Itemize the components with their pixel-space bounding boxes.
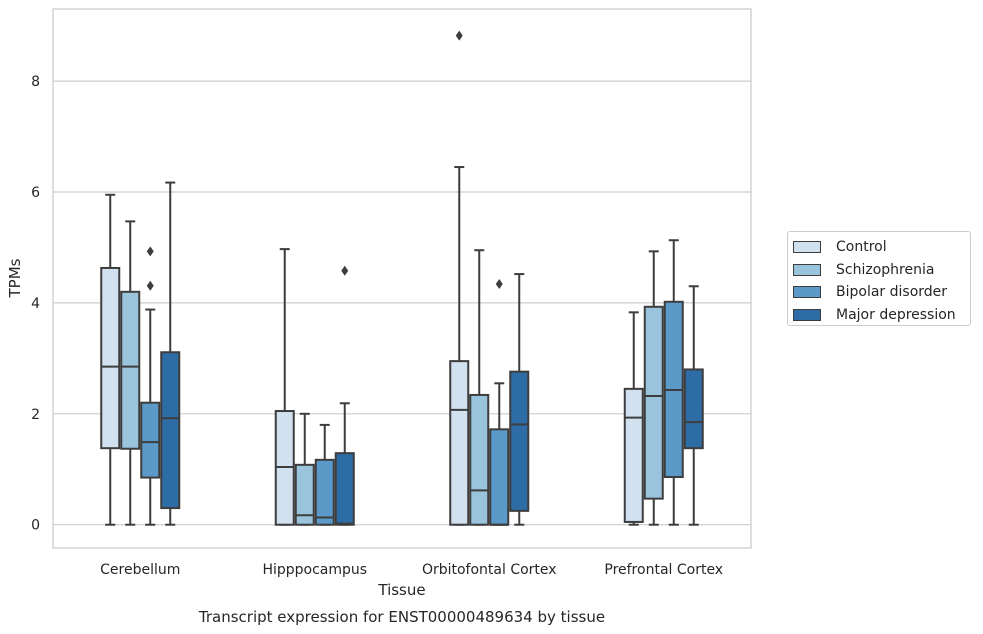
x-tick-label: Prefrontal Cortex <box>604 562 723 578</box>
box-0-3 <box>160 181 181 526</box>
y-tick-label: 8 <box>31 74 40 90</box>
x-tick-label: Cerebellum <box>100 562 180 578</box>
box-1-2 <box>314 423 335 526</box>
chart-caption: Transcript expression for ENST0000048963… <box>198 608 605 626</box>
legend-swatch <box>793 308 821 321</box>
box-iqr <box>120 290 141 450</box>
box-iqr <box>469 393 490 526</box>
legend-item: Major depression <box>793 304 970 327</box>
x-tick-labels: Cerebellum Hipppocampus Orbitofontal Corte… <box>100 562 723 578</box>
legend-item: Bipolar disorder <box>793 281 970 304</box>
box-3-2 <box>663 239 684 526</box>
box-iqr <box>140 401 161 479</box>
outlier-marker <box>146 280 154 291</box>
outlier-marker <box>146 246 154 257</box>
outlier-marker <box>495 279 503 290</box>
outlier-marker <box>341 265 349 276</box>
box-iqr <box>623 387 644 523</box>
legend-swatch <box>793 241 821 254</box>
box-iqr <box>509 370 530 512</box>
box-0-0 <box>100 193 121 526</box>
box-3-1 <box>643 250 664 526</box>
y-tick-labels: 0 2 4 6 8 <box>31 74 40 534</box>
legend-swatch <box>793 263 821 276</box>
legend-label: Schizophrenia <box>836 261 935 278</box>
box-1-0 <box>274 248 295 526</box>
plot-frame <box>52 8 752 549</box>
legend: Control Schizophrenia Bipolar disorder Majo… <box>787 231 971 326</box>
box-3-0 <box>623 311 644 526</box>
box-0-2 <box>140 246 161 526</box>
y-tick-label: 0 <box>31 518 40 534</box>
box-iqr <box>100 266 121 450</box>
legend-item: Schizophrenia <box>793 259 970 282</box>
box-iqr <box>489 428 510 526</box>
outlier-marker <box>455 30 463 41</box>
legend-label: Bipolar disorder <box>836 284 948 301</box>
box-iqr <box>160 351 181 510</box>
box-3-3 <box>683 285 704 526</box>
x-tick-label: Orbitofontal Cortex <box>422 562 557 578</box>
box-2-3 <box>509 273 530 526</box>
box-2-2 <box>489 279 510 526</box>
legend-label: Major depression <box>836 306 956 323</box>
box-iqr <box>643 305 664 500</box>
box-0-1 <box>120 220 141 526</box>
box-2-0 <box>449 30 470 526</box>
box-1-1 <box>294 412 315 526</box>
legend-label: Control <box>836 239 887 256</box>
box-iqr <box>294 463 315 526</box>
box-iqr <box>334 452 355 526</box>
legend-swatch <box>793 286 821 299</box>
box-iqr <box>683 368 704 450</box>
y-axis-label: TPMs <box>6 258 24 298</box>
legend-item: Control <box>793 236 970 259</box>
box-2-1 <box>469 249 490 526</box>
y-tick-label: 6 <box>31 185 40 201</box>
box-groups <box>100 30 704 526</box>
box-iqr <box>449 360 470 526</box>
y-tick-label: 2 <box>31 407 40 423</box>
x-axis-label: Tissue <box>377 581 425 599</box>
y-tick-label: 4 <box>31 296 40 312</box>
x-tick-label: Hipppocampus <box>262 562 367 578</box>
box-iqr <box>314 458 335 526</box>
box-1-3 <box>334 265 355 526</box>
